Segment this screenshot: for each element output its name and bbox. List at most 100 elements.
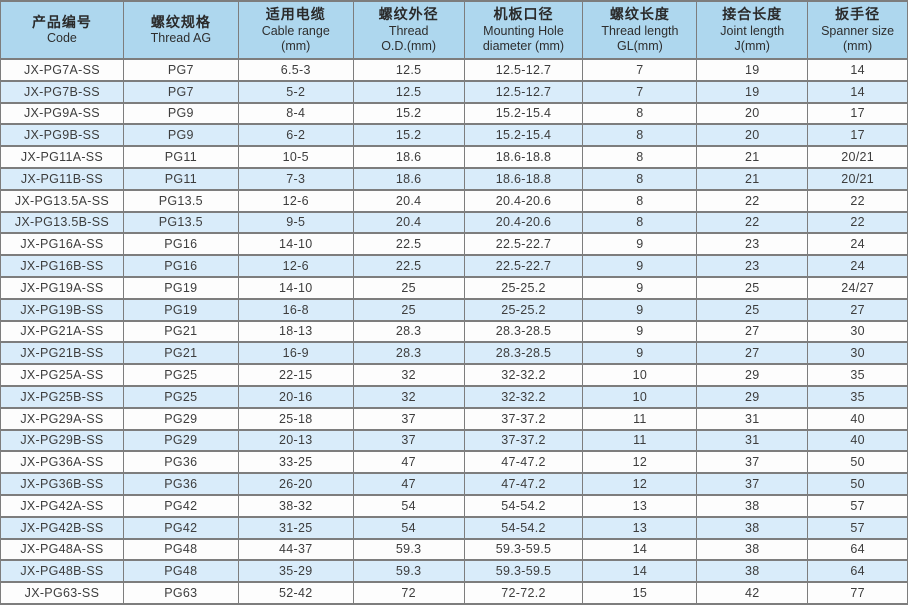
table-cell: 35-29 bbox=[237, 559, 354, 584]
table-cell: 31-25 bbox=[237, 515, 354, 540]
table-row: JX-PG48A-SS PG48 44-37 59.3 59.3-59.5 14 38 64 bbox=[0, 537, 908, 562]
table-cell: 8 bbox=[582, 166, 698, 191]
table-cell: 22.5-22.7 bbox=[463, 254, 584, 278]
table-cell: 12.5-12.7 bbox=[463, 79, 584, 104]
table-cell: 59.3 bbox=[352, 537, 465, 562]
table-cell: 20.4-20.6 bbox=[463, 188, 584, 213]
table-cell: 37 bbox=[352, 406, 465, 431]
column-header-7: 扳手径 Spanner size (mm) bbox=[807, 0, 908, 60]
table-cell: 6.5-3 bbox=[237, 58, 354, 82]
table-cell: PG21 bbox=[122, 341, 239, 366]
table-cell: JX-PG25B-SS bbox=[0, 384, 124, 409]
table-cell: 19 bbox=[696, 79, 809, 104]
table-row: JX-PG63-SS PG63 52-42 72 72-72.2 15 42 77 bbox=[0, 581, 908, 605]
table-cell: 54-54.2 bbox=[463, 493, 584, 518]
table-cell: 30 bbox=[807, 319, 908, 344]
table-cell: 25-25.2 bbox=[463, 297, 584, 322]
table-cell: 47-47.2 bbox=[463, 472, 584, 496]
table-cell: 22-15 bbox=[237, 363, 354, 387]
table-cell: 14 bbox=[582, 537, 698, 562]
table-cell: PG25 bbox=[122, 384, 239, 409]
table-cell: PG13.5 bbox=[122, 188, 239, 213]
table-cell: 8 bbox=[582, 145, 698, 169]
table-cell: 25 bbox=[696, 297, 809, 322]
table-cell: JX-PG11B-SS bbox=[0, 166, 124, 191]
table-cell: PG42 bbox=[122, 493, 239, 518]
table-cell: 22 bbox=[807, 210, 908, 235]
table-cell: 32 bbox=[352, 363, 465, 387]
table-cell: 9 bbox=[582, 232, 698, 257]
table-cell: 38 bbox=[696, 537, 809, 562]
table-cell: PG19 bbox=[122, 297, 239, 322]
column-header-en: Thread O.D.(mm) bbox=[381, 23, 437, 53]
table-cell: 38 bbox=[696, 559, 809, 584]
column-header-en: Joint length J(mm) bbox=[720, 23, 785, 53]
table-cell: 37-37.2 bbox=[463, 406, 584, 431]
table-cell: JX-PG21A-SS bbox=[0, 319, 124, 344]
table-cell: 9 bbox=[582, 341, 698, 366]
table-cell: 26-20 bbox=[237, 472, 354, 496]
table-cell: PG7 bbox=[122, 58, 239, 82]
table-cell: 64 bbox=[807, 537, 908, 562]
table-cell: 54 bbox=[352, 493, 465, 518]
table-cell: 13 bbox=[582, 493, 698, 518]
table-cell: PG48 bbox=[122, 537, 239, 562]
table-cell: 15.2 bbox=[352, 101, 465, 126]
table-cell: 25 bbox=[352, 275, 465, 300]
table-body: JX-PG7A-SS PG7 6.5-3 12.5 12.5-12.7 7 19 14 JX-P… bbox=[0, 58, 908, 605]
table-cell: JX-PG19B-SS bbox=[0, 297, 124, 322]
table-cell: 64 bbox=[807, 559, 908, 584]
table-cell: 12-6 bbox=[237, 254, 354, 278]
table-cell: 37 bbox=[352, 428, 465, 453]
table-cell: 25 bbox=[696, 275, 809, 300]
table-cell: 37-37.2 bbox=[463, 428, 584, 453]
table-cell: JX-PG48A-SS bbox=[0, 537, 124, 562]
table-cell: 10-5 bbox=[237, 145, 354, 169]
table-cell: PG9 bbox=[122, 123, 239, 148]
table-cell: 38 bbox=[696, 493, 809, 518]
table-cell: 23 bbox=[696, 254, 809, 278]
table-cell: JX-PG7A-SS bbox=[0, 58, 124, 82]
column-header-en: Thread AG bbox=[150, 31, 212, 46]
table-cell: 17 bbox=[807, 101, 908, 126]
table-cell: 59.3-59.5 bbox=[463, 559, 584, 584]
table-cell: 7 bbox=[582, 79, 698, 104]
column-header-zh: 接合长度 bbox=[722, 6, 783, 22]
table-cell: JX-PG11A-SS bbox=[0, 145, 124, 169]
column-header-5: 螺纹长度 Thread length GL(mm) bbox=[582, 0, 698, 60]
table-row: JX-PG7B-SS PG7 5-2 12.5 12.5-12.7 7 19 14 bbox=[0, 79, 908, 104]
table-cell: 29 bbox=[696, 363, 809, 387]
table-cell: JX-PG48B-SS bbox=[0, 559, 124, 584]
table-cell: 54 bbox=[352, 515, 465, 540]
table-cell: JX-PG7B-SS bbox=[0, 79, 124, 104]
table-cell: 14 bbox=[807, 79, 908, 104]
table-cell: 59.3 bbox=[352, 559, 465, 584]
table-cell: 9 bbox=[582, 319, 698, 344]
table-cell: 31 bbox=[696, 406, 809, 431]
table-cell: PG21 bbox=[122, 319, 239, 344]
table-cell: 7 bbox=[582, 58, 698, 82]
column-header-3: 螺纹外径 Thread O.D.(mm) bbox=[352, 0, 465, 60]
table-cell: 20 bbox=[696, 101, 809, 126]
table-cell: 72-72.2 bbox=[463, 581, 584, 605]
table-cell: PG36 bbox=[122, 472, 239, 496]
table-cell: JX-PG36A-SS bbox=[0, 450, 124, 475]
table-cell: 25-18 bbox=[237, 406, 354, 431]
table-cell: 25-25.2 bbox=[463, 275, 584, 300]
table-cell: PG63 bbox=[122, 581, 239, 605]
table-cell: 40 bbox=[807, 406, 908, 431]
table-cell: 11 bbox=[582, 428, 698, 453]
table-cell: 50 bbox=[807, 472, 908, 496]
table-cell: 31 bbox=[696, 428, 809, 453]
table-cell: 14-10 bbox=[237, 232, 354, 257]
table-cell: 15.2-15.4 bbox=[463, 101, 584, 126]
table-cell: JX-PG9A-SS bbox=[0, 101, 124, 126]
table-cell: 22 bbox=[696, 210, 809, 235]
column-header-zh: 机板口径 bbox=[493, 6, 554, 22]
table-cell: 12.5 bbox=[352, 58, 465, 82]
column-header-1: 螺纹规格 Thread AG bbox=[122, 0, 239, 60]
table-cell: PG29 bbox=[122, 406, 239, 431]
table-cell: 5-2 bbox=[237, 79, 354, 104]
table-cell: 24 bbox=[807, 254, 908, 278]
